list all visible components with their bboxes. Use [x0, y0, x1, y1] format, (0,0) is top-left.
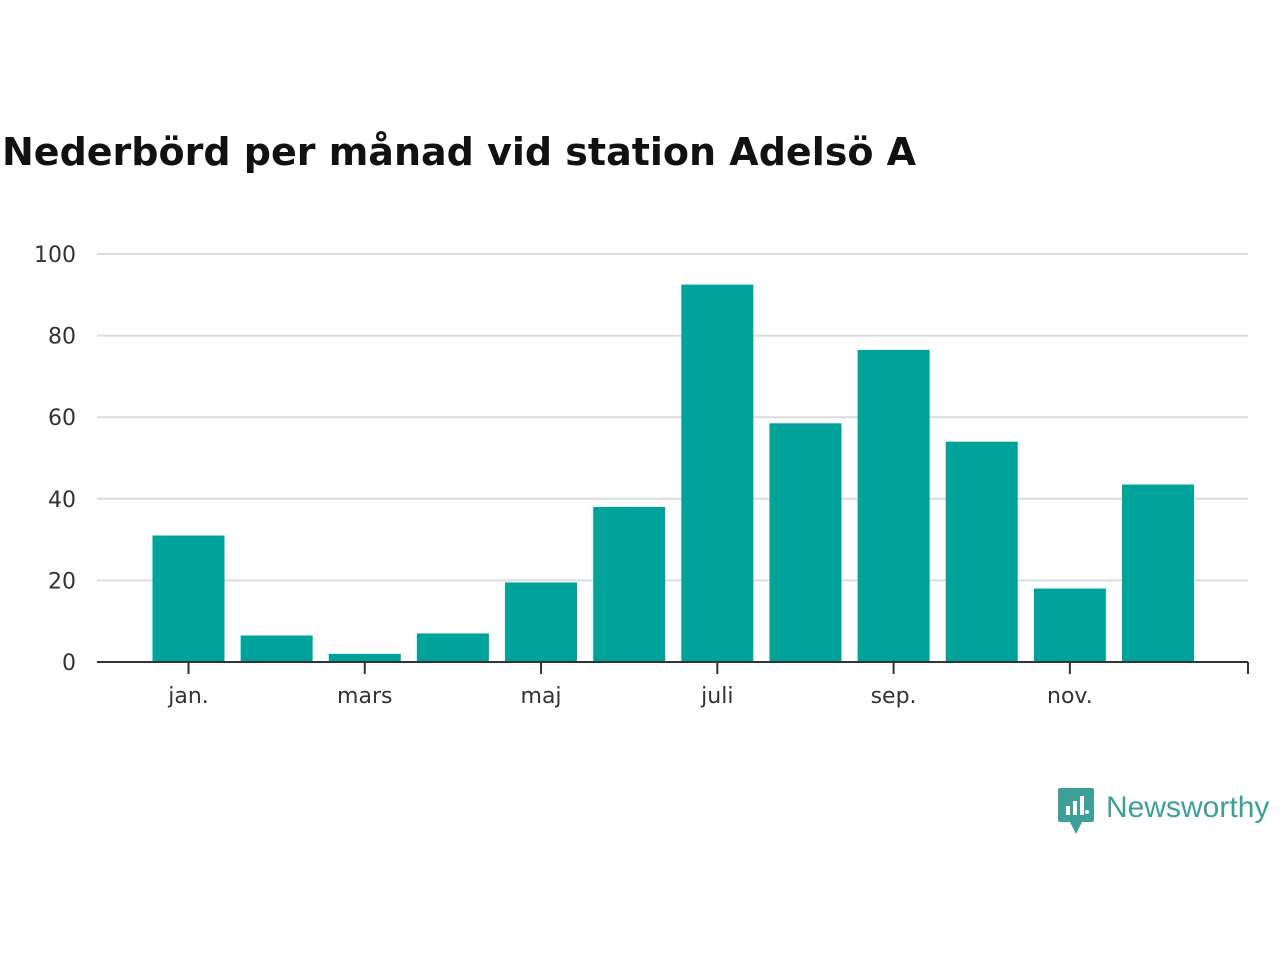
- y-tick-label: 80: [48, 325, 76, 350]
- newsworthy-logo: Newsworthy: [1058, 788, 1269, 838]
- bar-sep: [857, 349, 930, 662]
- bar-apr: [416, 633, 489, 662]
- y-tick-label: 100: [34, 243, 76, 268]
- y-tick-label: 60: [48, 406, 76, 431]
- gridlines: [97, 253, 1248, 582]
- bar-nov: [1033, 588, 1106, 662]
- newsworthy-logo-icon: [1058, 788, 1094, 834]
- bar-feb: [240, 635, 313, 662]
- x-tick-label: mars: [337, 684, 392, 709]
- x-tick-label: juli: [700, 684, 733, 709]
- chart-title: Nederbörd per månad vid station Adelsö A: [2, 130, 917, 174]
- bars: [152, 284, 1194, 662]
- bar-jan: [152, 535, 225, 662]
- y-tick-label: 0: [62, 651, 76, 676]
- y-tick-label: 40: [48, 488, 76, 513]
- bar-mars: [328, 653, 401, 662]
- bar-okt: [945, 441, 1018, 662]
- bar-juli: [681, 284, 754, 662]
- x-tick-label: jan.: [167, 684, 209, 709]
- y-tick-labels: 0 20 40 60 80 100: [34, 243, 76, 676]
- x-tick-label: maj: [521, 684, 562, 709]
- bar-juni: [593, 506, 666, 662]
- x-tick-label: sep.: [871, 684, 917, 709]
- bar-dec: [1122, 484, 1194, 662]
- x-tick-label: nov.: [1047, 684, 1093, 709]
- bar-aug: [769, 423, 842, 662]
- axes: [97, 661, 1249, 674]
- bar-maj: [505, 582, 578, 662]
- newsworthy-logo-text: Newsworthy: [1106, 791, 1270, 824]
- x-tick-labels: jan. mars maj juli sep. nov.: [167, 684, 1092, 709]
- y-tick-label: 20: [48, 569, 76, 594]
